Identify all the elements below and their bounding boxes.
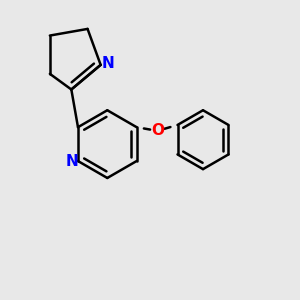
Text: N: N — [65, 154, 78, 169]
Text: O: O — [151, 123, 164, 138]
Text: N: N — [102, 56, 114, 71]
